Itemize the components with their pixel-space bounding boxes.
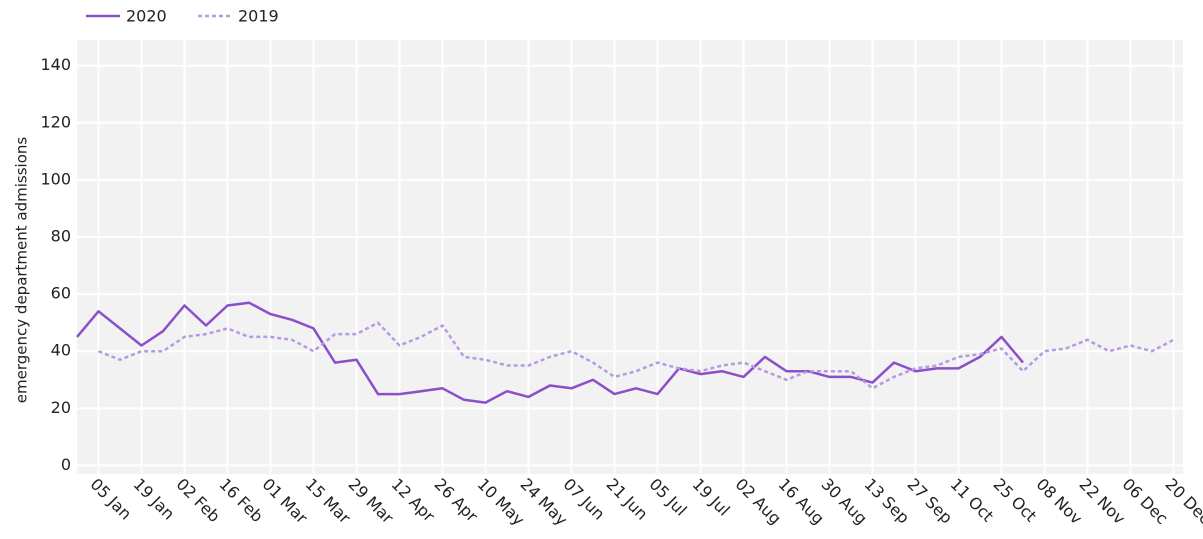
y-tick-label: 60 xyxy=(51,284,71,303)
y-tick-label: 100 xyxy=(40,169,71,188)
x-tick-label: 05 Jan xyxy=(86,475,135,524)
y-axis-label: emergency department admissions xyxy=(13,137,31,404)
x-tick-label: 20 Dec xyxy=(1161,475,1203,528)
x-tick-label: 11 Oct xyxy=(946,475,997,526)
x-tick-label: 16 Feb xyxy=(215,475,266,526)
x-tick-label: 06 Dec xyxy=(1118,475,1171,528)
x-tick-label: 15 Mar xyxy=(301,475,354,528)
x-tick-label: 22 Nov xyxy=(1075,475,1129,529)
plot-area xyxy=(77,40,1183,474)
x-tick-label: 25 Oct xyxy=(989,475,1040,526)
x-tick-label: 26 Apr xyxy=(430,475,481,526)
x-tick-label: 24 May xyxy=(516,475,571,530)
x-tick-label: 13 Sep xyxy=(860,475,913,528)
x-tick-label: 08 Nov xyxy=(1032,475,1086,529)
line xyxy=(76,301,1024,404)
legend-label: 2020 xyxy=(126,7,167,26)
y-tick-label: 80 xyxy=(51,227,71,246)
x-tick-label: 29 Mar xyxy=(344,475,397,528)
line xyxy=(98,321,1175,390)
x-tick-label: 02 Feb xyxy=(172,475,223,526)
y-tick-label: 140 xyxy=(40,55,71,74)
x-tick-label: 10 May xyxy=(473,475,528,530)
x-tick-label: 19 Jul xyxy=(688,475,733,520)
legend-label: 2019 xyxy=(238,7,279,26)
y-tick-label: 20 xyxy=(51,398,71,417)
x-tick-label: 16 Aug xyxy=(774,475,828,529)
y-tick-label: 40 xyxy=(51,341,71,360)
x-tick-label: 30 Aug xyxy=(817,475,871,529)
x-tick-label: 19 Jan xyxy=(129,475,178,524)
y-tick-label: 120 xyxy=(40,112,71,131)
x-tick-label: 27 Sep xyxy=(903,475,956,528)
x-tick-label: 05 Jul xyxy=(645,475,690,520)
x-tick-label: 12 Apr xyxy=(387,475,438,526)
y-tick-label: 0 xyxy=(61,455,71,474)
x-tick-label: 02 Aug xyxy=(731,475,785,529)
x-tick-label: 01 Mar xyxy=(258,475,311,528)
x-tick-label: 21 Jun xyxy=(602,475,651,524)
